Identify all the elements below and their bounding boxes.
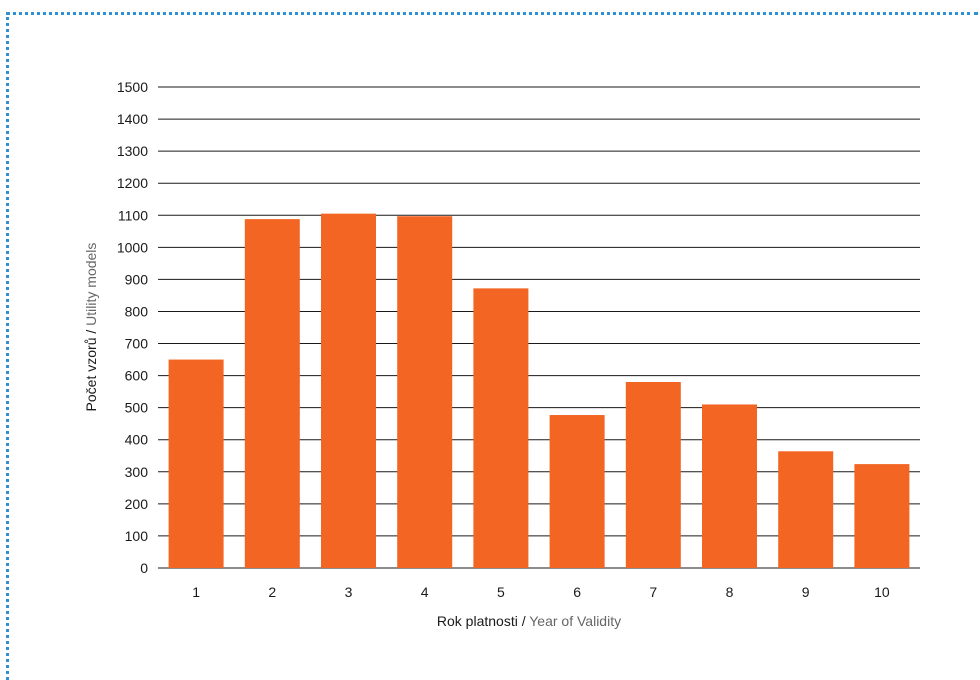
y-tick-label: 700 — [125, 336, 149, 352]
bar — [169, 360, 224, 568]
x-tick-label: 7 — [649, 584, 657, 600]
y-tick-label: 1000 — [117, 239, 148, 255]
y-tick-label: 500 — [125, 400, 149, 416]
x-axis-title-main: Rok platnosti — [437, 613, 518, 629]
y-tick-label: 300 — [125, 464, 149, 480]
y-axis-title-separator: / — [83, 326, 99, 338]
x-tick-label: 9 — [802, 584, 810, 600]
bar — [778, 451, 833, 568]
y-axis-title-secondary: Utility models — [83, 243, 99, 326]
bar — [626, 382, 681, 568]
x-axis-title: Rok platnosti / Year of Validity — [437, 613, 621, 629]
y-tick-label: 1400 — [117, 111, 148, 127]
bar — [702, 404, 757, 568]
y-axis-title-main: Počet vzorů — [83, 337, 99, 411]
y-tick-label: 100 — [125, 528, 149, 544]
y-tick-label: 800 — [125, 303, 149, 319]
y-tick-label: 1300 — [117, 143, 148, 159]
y-tick-label: 600 — [125, 368, 149, 384]
x-tick-label: 5 — [497, 584, 505, 600]
bar — [321, 214, 376, 568]
x-tick-label: 8 — [726, 584, 734, 600]
y-tick-label: 200 — [125, 496, 149, 512]
bar — [245, 219, 300, 568]
x-tick-label: 2 — [268, 584, 276, 600]
y-tick-label: 1200 — [117, 175, 148, 191]
y-axis-title: Počet vzorů / Utility models — [83, 243, 99, 412]
y-tick-label: 1500 — [117, 79, 148, 95]
bar — [550, 415, 605, 568]
y-tick-label: 0 — [140, 560, 148, 576]
x-tick-label: 3 — [345, 584, 353, 600]
x-axis-title-separator: / — [518, 613, 529, 629]
x-axis-title-secondary: Year of Validity — [529, 613, 621, 629]
x-tick-labels: 1 2 3 4 5 6 7 8 9 10 — [192, 584, 890, 600]
x-tick-label: 4 — [421, 584, 429, 600]
y-tick-label: 1100 — [118, 207, 148, 223]
y-tick-label: 400 — [125, 432, 149, 448]
y-tick-labels: 0 100 200 300 400 500 600 700 800 900 1000 1100 1200… — [117, 79, 148, 576]
bar — [397, 216, 452, 568]
bar — [854, 464, 909, 568]
x-tick-label: 1 — [192, 584, 200, 600]
y-tick-label: 900 — [125, 271, 149, 287]
bars — [169, 214, 910, 568]
bar — [473, 288, 528, 568]
x-tick-label: 10 — [874, 584, 890, 600]
x-tick-label: 6 — [573, 584, 581, 600]
